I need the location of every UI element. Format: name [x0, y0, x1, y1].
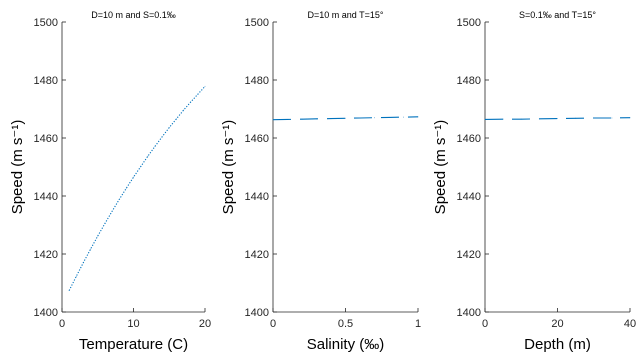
- data-point: [417, 116, 419, 118]
- data-point: [287, 118, 288, 120]
- data-point: [183, 109, 185, 111]
- x-axis-label: Depth (m): [524, 336, 591, 353]
- data-point: [125, 187, 127, 189]
- data-point: [104, 223, 106, 225]
- data-point: [593, 117, 595, 119]
- data-point: [175, 118, 177, 120]
- data-point: [190, 101, 192, 103]
- data-point: [557, 118, 558, 120]
- data-point: [359, 117, 361, 119]
- data-point: [629, 117, 631, 119]
- x-axis-label: Salinity (‰): [307, 336, 385, 353]
- data-point: [147, 155, 149, 157]
- y-tick-label: 1440: [457, 191, 481, 203]
- y-tick-label: 1500: [245, 17, 269, 29]
- chart-title: D=10 m and T=15°: [308, 10, 384, 20]
- y-tick-label: 1480: [245, 75, 269, 87]
- data-point: [168, 127, 170, 129]
- y-tick-label: 1500: [34, 17, 58, 29]
- y-tick-label: 1440: [34, 191, 58, 203]
- y-tick-label: 1460: [245, 133, 269, 145]
- y-tick-label: 1420: [245, 249, 269, 261]
- data-point: [575, 117, 577, 119]
- y-tick-label: 1400: [245, 307, 269, 319]
- data-point: [484, 118, 486, 120]
- y-tick-label: 1500: [457, 17, 481, 29]
- y-axis-label: Speed (m s⁻¹): [9, 120, 26, 215]
- series-line-1: [484, 117, 631, 120]
- data-point: [197, 93, 199, 95]
- chart-panel-1: 1400 1420 1440 1460 1480 1500 0 10 20 D=10 m and …: [9, 10, 211, 353]
- chart-panel-2: 1400 1420 1440 1460 1480 1500 0 0.5 1 D=10 m and …: [220, 10, 421, 353]
- data-point: [161, 136, 163, 138]
- data-point: [520, 118, 522, 120]
- x-tick-label: 0: [482, 318, 488, 330]
- data-point: [75, 275, 77, 277]
- chart-panel-3: 1400 1420 1440 1460 1480 1500 0 20 40 S=0.1‰ and …: [432, 10, 636, 353]
- series-line-1: [272, 116, 419, 121]
- data-point: [82, 261, 84, 263]
- y-tick-label: 1420: [457, 249, 481, 261]
- data-point: [133, 176, 134, 178]
- data-point: [272, 119, 274, 121]
- data-point: [611, 117, 613, 119]
- y-tick-label: 1420: [34, 249, 58, 261]
- data-point: [118, 198, 120, 200]
- data-point: [374, 117, 375, 119]
- y-tick-label: 1480: [457, 75, 481, 87]
- data-point: [403, 116, 404, 118]
- x-tick-label: 20: [551, 318, 563, 330]
- chart-title: D=10 m and S=0.1‰: [91, 10, 176, 20]
- data-point: [140, 166, 142, 168]
- y-axis-label: Speed (m s⁻¹): [432, 120, 449, 215]
- x-tick-label: 1: [415, 318, 421, 330]
- data-point: [301, 118, 303, 120]
- data-point: [68, 290, 70, 292]
- x-tick-label: 10: [127, 318, 139, 330]
- data-point: [345, 117, 346, 119]
- data-point: [154, 145, 156, 147]
- y-axis-label: Speed (m s⁻¹): [220, 120, 237, 215]
- data-point: [111, 210, 113, 212]
- data-point: [538, 118, 540, 120]
- y-tick-label: 1460: [457, 133, 481, 145]
- y-tick-label: 1460: [34, 133, 58, 145]
- data-point: [330, 118, 332, 120]
- data-point: [90, 248, 92, 250]
- y-tick-label: 1440: [245, 191, 269, 203]
- y-tick-label: 1400: [34, 307, 58, 319]
- y-tick-label: 1400: [457, 307, 481, 319]
- x-tick-label: 0: [59, 318, 65, 330]
- data-point: [316, 118, 317, 120]
- chart-title: S=0.1‰ and T=15°: [519, 10, 596, 20]
- data-point: [388, 116, 390, 118]
- x-tick-label: 0: [270, 318, 276, 330]
- x-axis-label: Temperature (C): [79, 336, 188, 353]
- data-point: [97, 235, 99, 237]
- series-line-1: [68, 86, 206, 291]
- x-tick-label: 40: [624, 318, 636, 330]
- x-tick-label: 0.5: [338, 318, 353, 330]
- data-point: [204, 85, 206, 87]
- y-tick-label: 1480: [34, 75, 58, 87]
- data-point: [502, 118, 504, 120]
- x-tick-label: 20: [199, 318, 211, 330]
